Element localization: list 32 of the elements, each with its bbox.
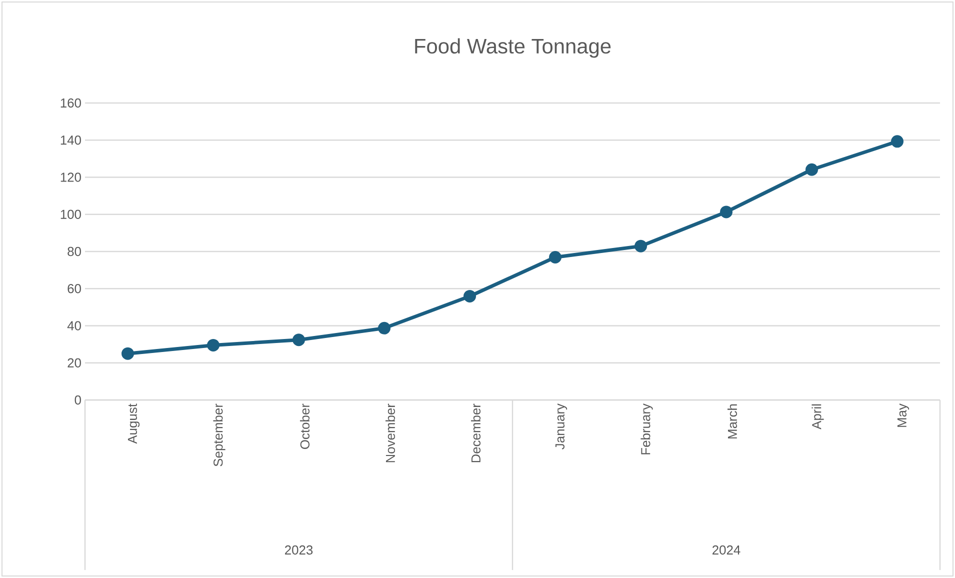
x-tick-label: March: [727, 404, 738, 438]
x-tick-label: November: [385, 404, 396, 462]
point: [806, 163, 818, 176]
chart-title: Food Waste Tonnage: [415, 38, 611, 58]
text: 2024: [712, 545, 740, 555]
y-tick-label: 60: [68, 284, 81, 294]
y-tick-label: 140: [60, 136, 81, 145]
point: [464, 290, 476, 302]
x-tick-label: August: [128, 404, 140, 444]
y-tick-label: 120: [60, 172, 81, 182]
point: [720, 206, 733, 218]
x-tick-label: September: [213, 404, 226, 466]
x-tick-label: May: [897, 404, 910, 427]
x-tick-label: January: [555, 404, 568, 450]
point: [122, 347, 134, 360]
x-tick-label: April: [812, 404, 824, 430]
point: [292, 334, 306, 346]
y-tick-label: 20: [68, 358, 81, 368]
x-tick-label: February: [640, 404, 653, 454]
y-tick-label: 40: [67, 321, 81, 330]
x-tick-label: October: [300, 404, 310, 449]
x-tick-label: December: [470, 404, 481, 462]
point: [207, 338, 220, 352]
point: [549, 250, 562, 264]
y-tick-label: 80: [68, 246, 81, 256]
y-tick-label: 100: [60, 210, 81, 219]
point: [891, 135, 904, 148]
point: [634, 240, 648, 252]
text: 2023: [285, 545, 313, 555]
y-tick-label: 0: [74, 395, 81, 405]
y-tick-label: 160: [60, 98, 81, 108]
point: [378, 322, 391, 334]
